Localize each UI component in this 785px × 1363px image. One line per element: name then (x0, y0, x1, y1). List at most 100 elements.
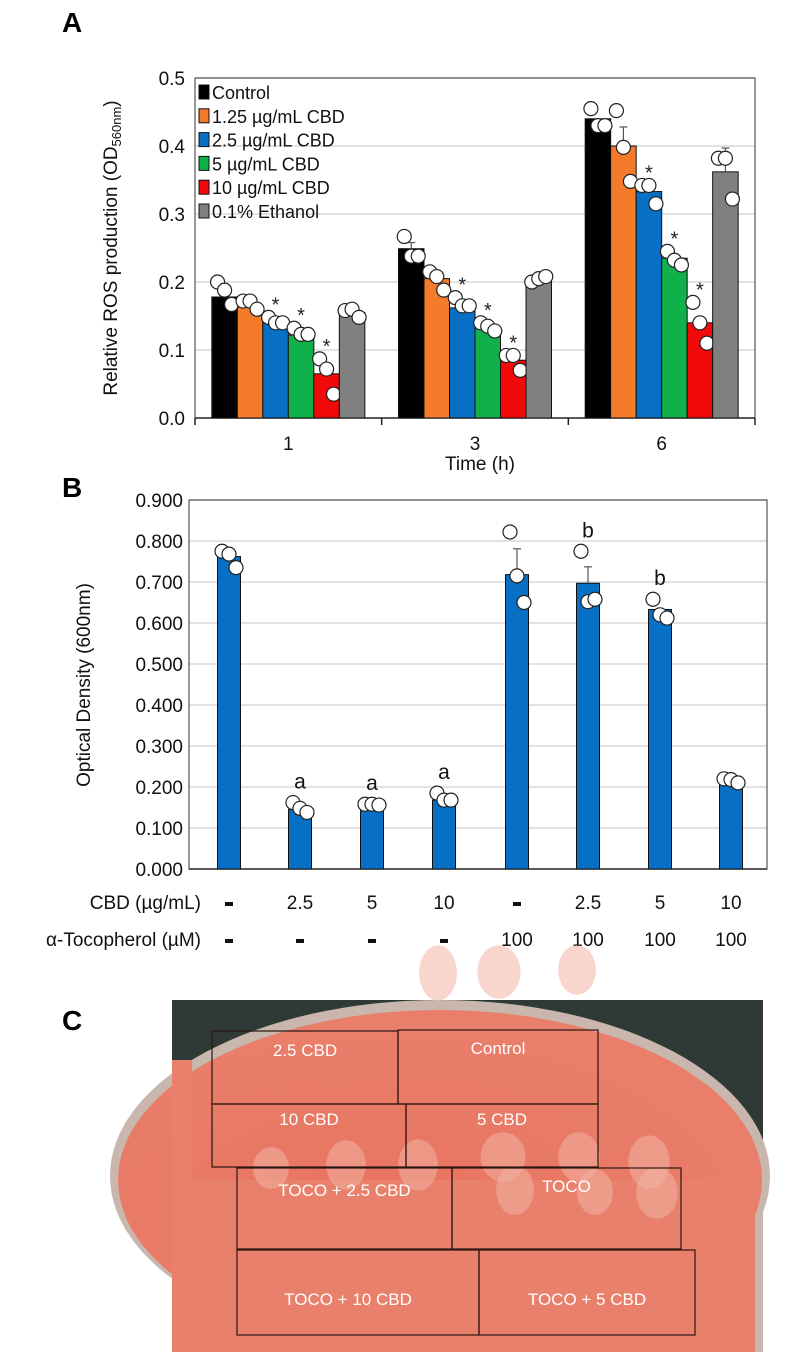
significance-asterisk: * (458, 275, 466, 297)
row-label-cbd: CBD (µg/mL) (90, 893, 201, 914)
data-point (249, 301, 265, 317)
data-point (429, 268, 445, 285)
data-point (318, 361, 335, 377)
data-point (487, 323, 503, 339)
legend-label: 1.25 µg/mL CBD (212, 107, 345, 127)
y-tick-label: 0.300 (135, 737, 183, 758)
chart-a-ylabel-subscript: 560nm (109, 107, 124, 147)
bar (584, 118, 612, 419)
data-point (659, 610, 675, 626)
tocopherol-value-dash (225, 939, 233, 943)
data-point (300, 326, 316, 342)
plate-region-label: Control (471, 1039, 526, 1058)
y-tick-label: 0.200 (135, 778, 183, 799)
colony-spot (496, 1165, 534, 1215)
panel-label-c: C (62, 1005, 82, 1036)
legend-label: 0.1% Ethanol (212, 202, 319, 222)
colony-spot (326, 1140, 366, 1190)
y-tick-label: 0.0 (159, 409, 185, 430)
data-point (396, 228, 412, 245)
plate-region-box (478, 1249, 696, 1336)
bar (712, 171, 739, 419)
significance-letter: a (294, 771, 306, 794)
tocopherol-value-dash (440, 939, 448, 943)
tocopherol-value-dash (368, 939, 376, 943)
data-point (641, 177, 657, 194)
data-point (717, 150, 734, 166)
significance-asterisk: * (509, 332, 517, 354)
bar (217, 556, 241, 870)
plate-region-box (405, 1103, 599, 1168)
significance-letter: a (438, 761, 450, 784)
y-tick-label: 0.800 (135, 532, 183, 553)
y-tick-label: 0.500 (135, 655, 183, 676)
bar (262, 320, 289, 419)
data-point (436, 282, 452, 298)
data-point (538, 268, 554, 285)
bar (236, 306, 264, 419)
data-point (583, 100, 599, 117)
cbd-value: 2.5 (287, 893, 313, 914)
bar (398, 248, 425, 419)
data-point (699, 335, 715, 351)
data-point (505, 347, 521, 364)
significance-letter: b (582, 519, 594, 542)
data-point (221, 546, 237, 562)
chart-a-ylabel-main: Relative ROS production (OD (101, 146, 122, 395)
legend-swatch (198, 179, 210, 195)
data-point (692, 315, 708, 331)
chart-a-ros: Relative ROS production (OD560nm) Time (… (101, 69, 756, 475)
tocopherol-value: 100 (644, 930, 676, 951)
data-point (512, 362, 528, 378)
cbd-value: 10 (720, 893, 741, 914)
legend-swatch (198, 203, 210, 219)
data-point (443, 792, 459, 808)
data-point (299, 804, 315, 821)
bar (525, 278, 552, 419)
significance-asterisk: * (323, 336, 331, 358)
colony-spot (398, 1139, 438, 1191)
data-point (673, 257, 690, 273)
panel-label-a: A (62, 7, 82, 38)
y-tick-label: 0.900 (135, 491, 183, 512)
significance-asterisk: * (696, 279, 704, 301)
y-tick-label: 0.100 (135, 819, 183, 840)
data-point (608, 103, 625, 119)
x-tick-label: 1 (283, 434, 294, 455)
plate-region-box (451, 1167, 682, 1250)
plate-region-label: 10 CBD (279, 1110, 339, 1129)
plate-region-label: TOCO + 2.5 CBD (278, 1181, 410, 1200)
bar (287, 334, 315, 419)
chart-b-optical-density: Optical Density (600nm) CBD (µg/mL) α-To… (46, 491, 768, 951)
colony-spot (577, 1169, 613, 1215)
bar (474, 327, 501, 419)
bar (635, 191, 663, 419)
legend-label: Control (212, 83, 270, 103)
data-point (351, 309, 367, 325)
plate-region-label: 2.5 CBD (273, 1041, 337, 1060)
significance-asterisk: * (645, 162, 653, 184)
significance-asterisk: * (272, 294, 280, 316)
bar (661, 257, 688, 419)
bar (423, 278, 450, 419)
bar (338, 312, 366, 419)
y-tick-label: 0.2 (159, 273, 185, 294)
colony-spot (558, 945, 596, 995)
data-point (685, 294, 701, 310)
legend-label: 5 µg/mL CBD (212, 154, 320, 174)
significance-letter: a (366, 772, 378, 795)
plate-region-label: TOCO (542, 1177, 591, 1196)
photo: 2.5 CBD Control 10 CBD 5 CBD TOCO + 2.5 CBD T… (110, 945, 770, 1352)
agar-plate-photo: 2.5 CBD Control 10 CBD 5 CBD TOCO + 2.5 CBD T… (110, 945, 770, 1352)
data-point (648, 196, 664, 212)
legend-swatch (198, 108, 210, 124)
data-point (615, 139, 632, 155)
chart-b-ylabel: Optical Density (600nm) (74, 583, 95, 787)
bar (360, 804, 384, 870)
y-tick-label: 0.3 (159, 205, 185, 226)
bar (211, 296, 238, 419)
legend-label: 2.5 µg/mL CBD (212, 131, 335, 151)
chart-a-xlabel: Time (h) (445, 454, 515, 475)
cbd-value: 5 (655, 893, 666, 914)
